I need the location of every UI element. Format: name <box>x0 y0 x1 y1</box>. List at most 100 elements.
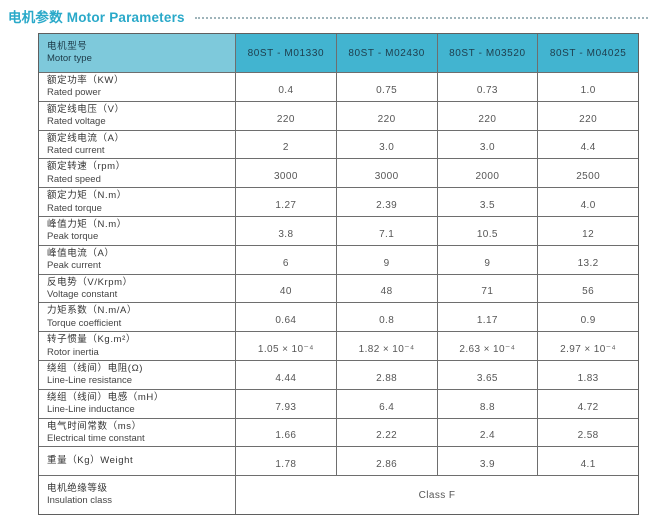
motor-type-header-cell: 电机型号 Motor type <box>39 34 235 72</box>
param-value-cell: 7.93 <box>235 388 336 419</box>
table-header-row: 电机型号 Motor type 80ST - M01330 80ST - M02… <box>39 34 638 72</box>
table-row: 额定功率（KW） Rated power 0.4 0.75 0.73 1.0 <box>39 72 638 102</box>
param-label-cell: 电气时间常数（ms） Electrical time constant <box>39 417 235 448</box>
table-row: 额定线电压（V） Rated voltage 220 220 220 220 <box>39 100 638 131</box>
param-value-cell: 2.58 <box>537 417 638 448</box>
param-label-en: Insulation class <box>47 495 112 507</box>
param-value-cell: 3.8 <box>235 215 336 246</box>
param-value-cell: 2.97 × 10⁻⁴ <box>537 331 638 361</box>
param-value-cell: 48 <box>335 273 437 304</box>
param-label-cell: 额定线电压（V） Rated voltage <box>39 100 235 131</box>
param-label-zh: 电气时间常数（ms） <box>47 420 142 432</box>
param-value-cell: 1.17 <box>436 302 538 333</box>
page-title: 电机参数 Motor Parameters <box>8 10 185 25</box>
param-value-cell: 56 <box>537 273 638 304</box>
table-row: 电气时间常数（ms） Electrical time constant 1.66 2.… <box>39 417 638 448</box>
param-value-cell: 1.0 <box>537 72 638 102</box>
table-row: 反电势（V/Krpm） Voltage constant 40 48 71 56 <box>39 273 638 304</box>
param-value-cell: 220 <box>436 100 538 131</box>
param-value-cell: 2 <box>235 129 336 160</box>
param-label-en: Torque coefficient <box>47 317 122 329</box>
model-header-cell: 80ST - M04025 <box>537 34 638 72</box>
param-value-cell: 4.44 <box>235 359 336 390</box>
param-label-en: Rated power <box>47 87 101 99</box>
param-value-cell: 0.4 <box>235 72 336 102</box>
motor-type-label-en: Motor type <box>47 53 92 64</box>
param-value-cell: 4.4 <box>537 129 638 160</box>
param-label-zh: 额定力矩（N.m） <box>47 190 127 202</box>
param-value-cell: 220 <box>335 100 437 131</box>
param-value-cell: 1.27 <box>235 187 336 217</box>
table-row: 额定线电流（A） Rated current 2 3.0 3.0 4.4 <box>39 129 638 160</box>
param-label-en: Rotor inertia <box>47 346 99 358</box>
param-value-cell: 1.82 × 10⁻⁴ <box>335 331 437 361</box>
insulation-class-value-cell: Class F <box>235 475 638 515</box>
param-value-cell: 12 <box>537 215 638 246</box>
param-value-cell: 2.88 <box>335 359 437 390</box>
param-value-cell: 2500 <box>537 158 638 189</box>
param-value-cell: 2.63 × 10⁻⁴ <box>436 331 538 361</box>
param-label-zh: 额定功率（KW） <box>47 75 125 86</box>
param-value-cell: 3000 <box>235 158 336 189</box>
param-label-zh: 转子惯量（Kg.m²） <box>47 334 136 346</box>
table-row: 峰值电流（A） Peak current 6 9 9 13.2 <box>39 244 638 275</box>
table-row: 转子惯量（Kg.m²） Rotor inertia 1.05 × 10⁻⁴ 1.82 … <box>39 331 638 361</box>
param-value-cell: 6 <box>235 244 336 275</box>
param-label-cell: 额定功率（KW） Rated power <box>39 72 235 102</box>
param-value-cell: 10.5 <box>436 215 538 246</box>
param-label-en: Voltage constant <box>47 288 118 300</box>
table-row: 额定力矩（N.m） Rated torque 1.27 2.39 3.5 4.0 <box>39 187 638 217</box>
param-label-zh: 力矩系数（N.m/A） <box>47 305 137 317</box>
param-label-zh: 绕组（线间）电阻(Ω) <box>47 362 144 374</box>
motor-type-label-zh: 电机型号 <box>47 40 88 52</box>
param-value-cell: 8.8 <box>436 388 538 419</box>
param-label-zh: 绕组（线间）电感（mH） <box>47 391 164 403</box>
param-value-cell: 4.0 <box>537 187 638 217</box>
param-value-cell: 3.5 <box>436 187 538 217</box>
model-header-cell: 80ST - M01330 <box>235 34 336 72</box>
param-label-cell: 力矩系数（N.m/A） Torque coefficient <box>39 302 235 332</box>
param-value-cell: 3.0 <box>335 129 437 160</box>
param-value-cell: 1.78 <box>235 446 336 476</box>
param-value-cell: 3.9 <box>436 446 538 476</box>
param-value-cell: 40 <box>235 273 336 304</box>
param-label-en: Peak current <box>47 260 101 272</box>
param-value-cell: 0.73 <box>436 72 538 102</box>
param-value-cell: 3.0 <box>436 129 538 160</box>
param-value-cell: 1.66 <box>235 417 336 448</box>
param-value-cell: 9 <box>335 244 437 275</box>
table-row: 绕组（线间）电感（mH） Line-Line inductance 7.93 6.4 8… <box>39 388 638 419</box>
param-label-zh: 额定线电压（V） <box>47 103 125 115</box>
param-label-en: Rated current <box>47 144 105 156</box>
param-value-cell: 3000 <box>335 158 437 189</box>
table-body: 额定功率（KW） Rated power 0.4 0.75 0.73 1.0 额定线电压（V… <box>39 72 638 476</box>
param-label-zh: 电机绝缘等级 <box>47 482 108 494</box>
param-label-cell: 额定线电流（A） Rated current <box>39 129 235 160</box>
param-label-zh: 额定线电流（A） <box>47 132 125 144</box>
param-value-cell: 0.8 <box>335 302 437 333</box>
table-row: 绕组（线间）电阻(Ω) Line-Line resistance 4.44 2.88 3… <box>39 359 638 390</box>
param-label-en: Line-Line inductance <box>47 404 135 416</box>
param-label-zh: 反电势（V/Krpm） <box>47 276 133 288</box>
param-value-cell: 2.4 <box>436 417 538 448</box>
section-header: 电机参数 Motor Parameters <box>8 6 648 26</box>
table-row: 力矩系数（N.m/A） Torque coefficient 0.64 0.8 1.17… <box>39 302 638 333</box>
param-label-zh: 额定转速（rpm） <box>47 161 126 173</box>
param-value-cell: 3.65 <box>436 359 538 390</box>
dotted-leader-line <box>194 16 648 19</box>
param-label-en: Rated torque <box>47 202 102 214</box>
model-header-cell: 80ST - M03520 <box>436 34 538 72</box>
param-value-cell: 9 <box>436 244 538 275</box>
param-label-en: Rated speed <box>47 173 101 185</box>
param-label-cell: 绕组（线间）电感（mH） Line-Line inductance <box>39 388 235 419</box>
param-label-cell: 转子惯量（Kg.m²） Rotor inertia <box>39 331 235 361</box>
table-row: 重量（Kg）Weight 1.78 2.86 3.9 4.1 <box>39 446 638 476</box>
param-label-en: Line-Line resistance <box>47 375 133 387</box>
model-header-cell: 80ST - M02430 <box>335 34 437 72</box>
param-value-cell: 1.05 × 10⁻⁴ <box>235 331 336 361</box>
param-label-cell: 额定力矩（N.m） Rated torque <box>39 187 235 217</box>
param-value-cell: 220 <box>235 100 336 131</box>
param-value-cell: 0.9 <box>537 302 638 333</box>
param-label-en: Peak torque <box>47 231 99 243</box>
param-label-cell: 额定转速（rpm） Rated speed <box>39 158 235 188</box>
